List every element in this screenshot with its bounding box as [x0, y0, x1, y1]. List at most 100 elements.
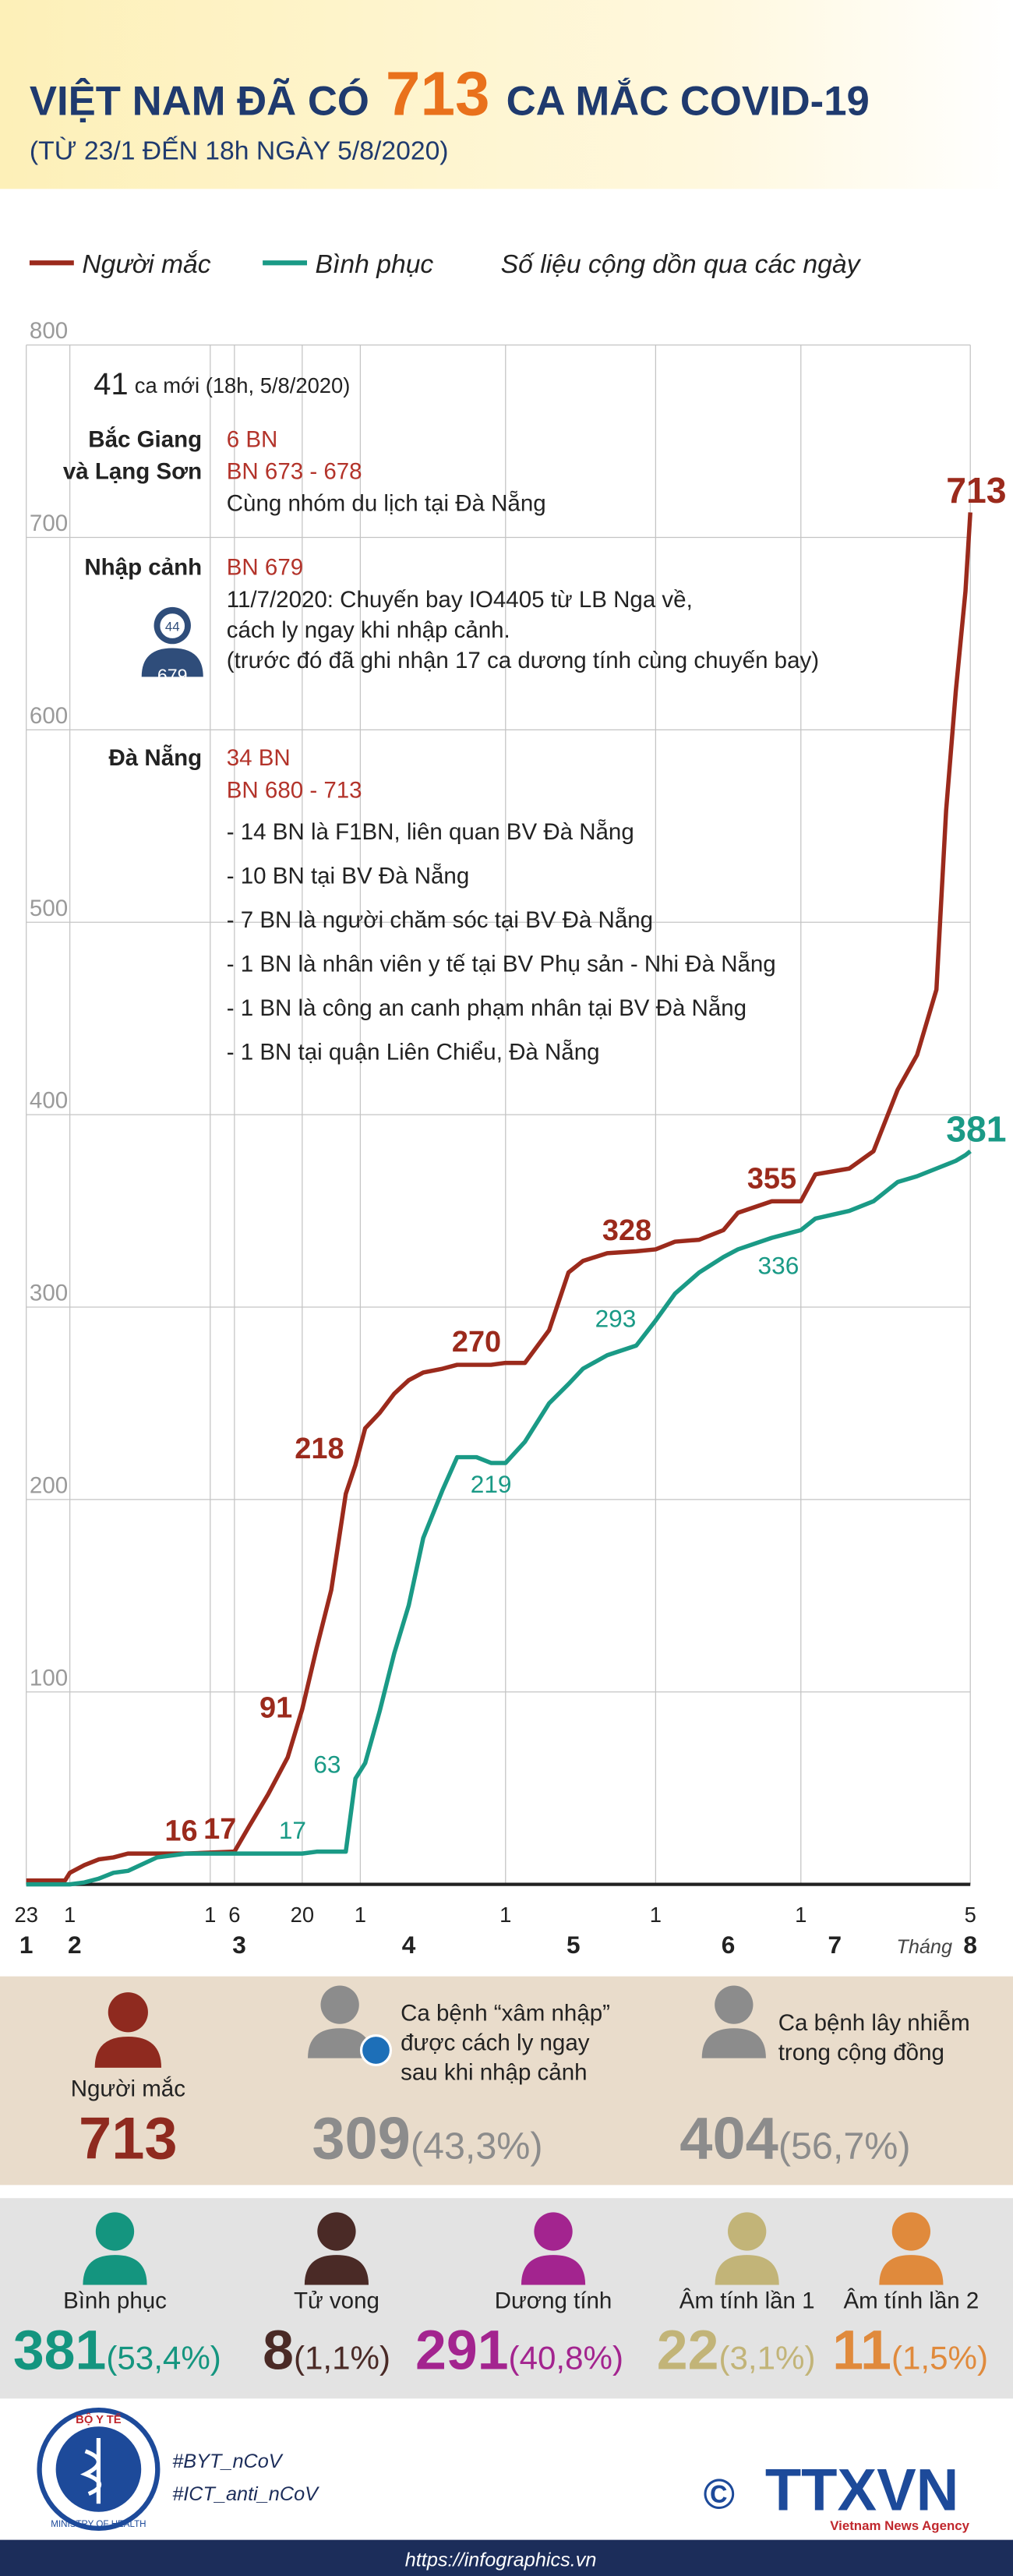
data-label: 218 [295, 1433, 344, 1465]
badge-circle [158, 612, 187, 640]
outcome-label: Âm tính lần 2 [843, 2288, 979, 2313]
group-highlight: 34 BN [227, 745, 291, 771]
x-tick-label: 6 [228, 1903, 240, 1927]
group-detail: - 1 BN là nhân viên y tế tại BV Phụ sản … [227, 952, 776, 977]
person-icon-head [891, 2212, 931, 2251]
month-tick-label: 2 [68, 1931, 82, 1959]
group-highlight: BN 679 [227, 555, 303, 581]
group-detail: - 1 BN tại quận Liên Chiểu, Đà Nẵng [227, 1040, 600, 1065]
summary-value: 404 [679, 2106, 778, 2172]
outcome-value: 8 [263, 2319, 294, 2381]
x-tick-label: 1 [355, 1903, 366, 1927]
summary-label: sau khi nhập cảnh [401, 2059, 587, 2085]
copyright: © [704, 2470, 735, 2518]
data-label: 381 [946, 1108, 1006, 1149]
badge-bottom: 679 [157, 666, 188, 686]
y-tick-label: 300 [30, 1281, 68, 1306]
month-tick-label: 6 [722, 1931, 736, 1959]
outcome-value: 11 [832, 2319, 891, 2381]
person-icon-body [304, 2255, 369, 2285]
data-label: 91 [259, 1692, 292, 1725]
x-tick-label: 5 [965, 1903, 976, 1927]
person-icon-head [95, 2212, 135, 2251]
person-icon-body [83, 2255, 147, 2285]
summary-label: Ca bệnh “xâm nhập” [401, 2001, 610, 2027]
outcome-label: Bình phục [63, 2288, 167, 2313]
group-place: Nhập cảnh [84, 555, 202, 581]
summary-label: được cách ly ngay [401, 2030, 590, 2056]
summary-label: Người mắc [71, 2076, 185, 2102]
group-detail: 11/7/2020: Chuyến bay IO4405 từ LB Nga v… [227, 587, 693, 613]
agency-subtitle: Vietnam News Agency [830, 2518, 969, 2533]
outcome-percent: (3,1%) [718, 2339, 815, 2376]
group-place: Đà Nẵng [109, 744, 203, 771]
group-detail: - 14 BN là F1BN, liên quan BV Đà Nẵng [227, 819, 634, 845]
outcome-value: 381 [13, 2319, 107, 2381]
summary-stat: 404(56,7%) [679, 2106, 910, 2172]
hashtag: #ICT_anti_nCoV [172, 2483, 319, 2505]
outcome-stat: 381(53,4%) [13, 2319, 221, 2381]
data-label: 17 [279, 1816, 306, 1844]
person-icon-body [879, 2255, 944, 2285]
month-tick-label: 3 [232, 1931, 246, 1959]
group-detail: - 1 BN là công an canh phạm nhân tại BV … [227, 995, 747, 1021]
group-place: và Lạng Sơn [63, 458, 202, 484]
x-tick-label: 1 [795, 1903, 807, 1927]
group-detail: Cùng nhóm du lịch tại Đà Nẵng [227, 491, 546, 517]
series-line [26, 512, 972, 1883]
title-number: 713 [386, 59, 490, 129]
chart-note: Số liệu cộng dồn qua các ngày [501, 249, 862, 279]
series-line [26, 1149, 972, 1887]
month-tick-label: 1 [19, 1931, 34, 1959]
y-tick-label: 700 [30, 511, 68, 536]
globe-icon [359, 2034, 393, 2067]
person-icon-body [94, 2037, 162, 2068]
data-label: 219 [471, 1470, 512, 1498]
outcome-panel [0, 2198, 1013, 2399]
summary-stat: 309(43,3%) [312, 2106, 542, 2172]
y-tick-label: 600 [30, 703, 68, 729]
agency-logo: TTXVN [765, 2458, 959, 2524]
data-label: 355 [747, 1162, 796, 1195]
group-place: Bắc Giang [88, 426, 202, 452]
data-label: 270 [452, 1326, 501, 1359]
summary-value: 713 [79, 2106, 178, 2172]
person-icon-head [728, 2212, 767, 2251]
x-axis-label: Tháng [896, 1936, 952, 1958]
person-icon-body [141, 648, 203, 677]
badge-top: 44 [165, 619, 180, 634]
summary-value: 309 [312, 2106, 411, 2172]
group-highlight: BN 680 - 713 [227, 777, 362, 803]
group-detail: - 7 BN là người chăm sóc tại BV Đà Nẵng [227, 907, 653, 933]
outcome-percent: (1,1%) [294, 2339, 390, 2376]
data-label: 16 [164, 1815, 197, 1847]
group-highlight: BN 673 - 678 [227, 458, 362, 484]
x-tick-label: 1 [64, 1903, 76, 1927]
outcome-percent: (53,4%) [106, 2339, 221, 2376]
person-icon-head [715, 1985, 754, 2024]
y-tick-label: 500 [30, 896, 68, 921]
moh-bottom: MINISTRY OF HEALTH [51, 2520, 146, 2529]
url-bar [0, 2539, 1013, 2576]
month-tick-label: 8 [963, 1931, 977, 1959]
data-label: 328 [602, 1214, 651, 1247]
data-label: 17 [203, 1813, 236, 1846]
title-text: VIỆT NAM ĐÃ CÓ [30, 79, 369, 125]
summary-label: Ca bệnh lây nhiễm [778, 2010, 970, 2036]
outcome-stat: 11(1,5%) [832, 2319, 988, 2381]
moh-top: BỘ Y TẾ [76, 2412, 122, 2426]
group-detail: (trước đó đã ghi nhận 17 ca dương tính c… [227, 648, 819, 673]
title-text: CA MẮC COVID-19 [507, 79, 870, 125]
person-icon-head [108, 1992, 148, 2033]
group-highlight: 6 BN [227, 426, 278, 452]
outcome-percent: (40,8%) [509, 2339, 623, 2376]
outcome-label: Dương tính [495, 2288, 612, 2313]
group-detail: cách ly ngay khi nhập cảnh. [227, 617, 510, 643]
group-detail: - 10 BN tại BV Đà Nẵng [227, 864, 469, 889]
person-icon-head [320, 1985, 359, 2024]
data-label: 336 [758, 1251, 799, 1279]
outcome-value: 22 [657, 2319, 719, 2381]
y-tick-label: 200 [30, 1472, 68, 1498]
